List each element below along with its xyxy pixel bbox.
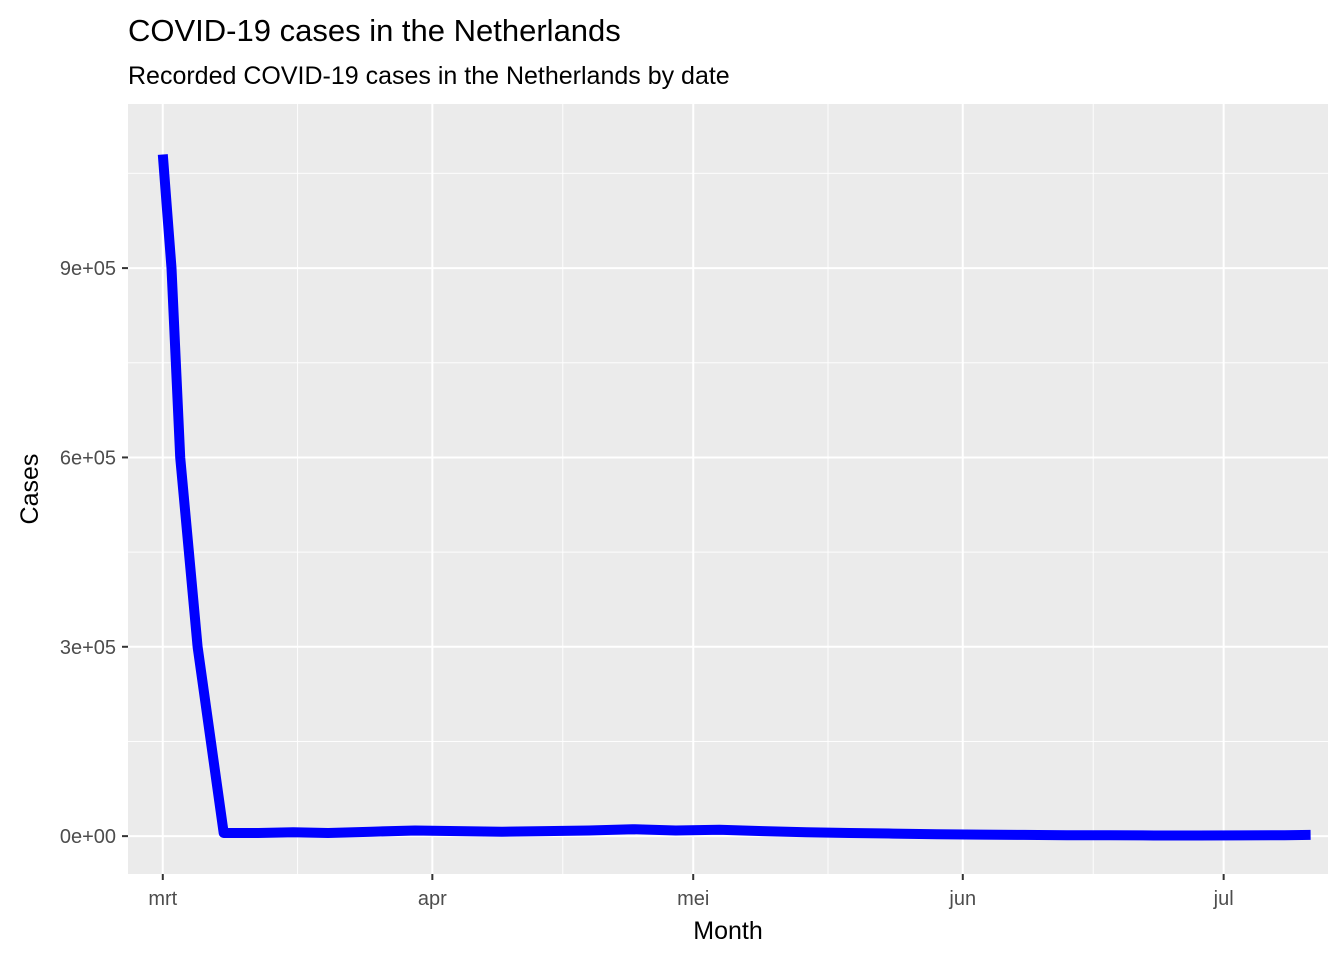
chart-title: COVID-19 cases in the Netherlands — [128, 13, 621, 48]
x-tick-label: jul — [1213, 888, 1234, 910]
cases-series-line — [157, 154, 1311, 841]
major-gridlines — [128, 104, 1328, 874]
y-axis-ticks: 0e+00 3e+05 6e+05 9e+05 — [60, 258, 128, 848]
x-axis-title: Month — [693, 917, 762, 945]
minor-gridlines — [128, 104, 1328, 874]
y-tick-label: 9e+05 — [60, 258, 116, 280]
y-axis-title: Cases — [16, 454, 44, 525]
x-tick-label: apr — [418, 888, 447, 910]
y-tick-label: 3e+05 — [60, 637, 116, 659]
x-axis-ticks: mrt apr mei jun jul — [148, 874, 1234, 910]
y-tick-label: 0e+00 — [60, 826, 116, 848]
plot-panel — [128, 104, 1328, 874]
x-tick-label: jun — [948, 888, 976, 910]
y-tick-label: 6e+05 — [60, 447, 116, 469]
chart-subtitle: Recorded COVID-19 cases in the Netherlan… — [128, 62, 730, 90]
x-tick-label: mrt — [148, 888, 177, 910]
x-tick-label: mei — [677, 888, 709, 910]
